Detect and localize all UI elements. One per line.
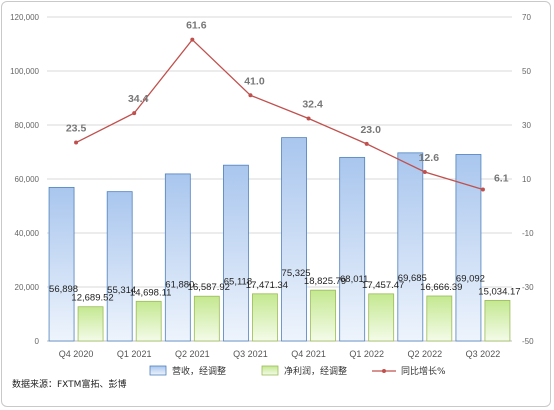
growth-point (364, 141, 369, 146)
revenue-bar (164, 173, 191, 342)
category-label: Q4 2021 (291, 349, 326, 359)
bar-series (48, 137, 511, 342)
legend-label-growth: 同比增长% (401, 365, 446, 377)
net-profit-bar (135, 300, 162, 342)
growth-point (306, 116, 311, 121)
revenue-data-label: 55,314 (107, 285, 136, 296)
growth-data-label: 23.5 (66, 123, 87, 135)
left-tick-label: 20,000 (15, 283, 40, 292)
revenue-data-label: 69,685 (398, 273, 427, 284)
category-label: Q3 2022 (466, 349, 501, 359)
category-label: Q4 2020 (59, 349, 94, 359)
growth-data-label: 6.1 (494, 173, 509, 185)
growth-point (480, 187, 485, 192)
right-tick-label: 10 (522, 175, 531, 184)
growth-line (75, 38, 484, 191)
net-profit-data-label: 17,457.47 (362, 280, 404, 291)
net-profit-data-label: 15,034.17 (478, 286, 520, 297)
net-profit-data-label: 18,825.79 (304, 276, 346, 287)
legend-swatch-net-profit (261, 365, 279, 376)
net-profit-bar (426, 295, 453, 342)
net-profit-data-label: 16,587.92 (188, 282, 230, 293)
net-profit-data-label: 14,698.11 (130, 287, 172, 298)
revenue-data-label: 65,118 (224, 277, 252, 288)
revenue-bar (223, 164, 249, 342)
right-tick-label: -10 (522, 229, 534, 238)
revenue-data-label: 68,011 (340, 274, 368, 285)
revenue-data-label: 61,880 (165, 280, 194, 291)
growth-data-label: 34.4 (128, 93, 149, 105)
growth-point (422, 169, 427, 174)
revenue-data-label: 75,325 (282, 268, 311, 279)
data-labels: 56,89812,689.5255,31414,698.1161,88016,5… (49, 268, 521, 304)
left-tick-label: 40,000 (15, 229, 40, 238)
revenue-bar (397, 152, 424, 342)
revenue-bar (339, 156, 366, 342)
growth-data-label: 23.0 (360, 124, 381, 136)
legend-label-net-profit: 净利润，经调整 (284, 365, 347, 377)
net-profit-data-label: 17,471.34 (246, 280, 288, 291)
growth-data-label: 61.6 (186, 20, 207, 32)
left-tick-label: 120,000 (10, 13, 39, 22)
legend-swatch-revenue (149, 365, 167, 376)
category-label: Q2 2022 (408, 349, 443, 359)
left-axis: 0 20,000 40,000 60,000 80,000 100,000 120,000 (10, 13, 39, 346)
revenue-data-label: 56,898 (49, 284, 78, 295)
right-axis: -50 -30 -10 10 30 50 70 (522, 13, 534, 346)
left-tick-label: 0 (35, 337, 40, 346)
right-tick-label: 50 (522, 67, 531, 76)
category-label: Q1 2022 (349, 349, 384, 359)
left-tick-label: 100,000 (10, 67, 39, 76)
net-profit-bar (484, 300, 511, 342)
category-axis: Q4 2020 Q1 2021 Q2 2021 Q3 2021 Q4 2021 Q1 20… (59, 349, 500, 359)
revenue-data-label: 69,092 (456, 273, 485, 284)
revenue-bar (48, 186, 75, 342)
net-profit-bar (252, 293, 278, 342)
legend-label-revenue: 营收，经调整 (172, 365, 226, 377)
growth-point (190, 37, 195, 42)
right-tick-label: -50 (522, 337, 534, 346)
left-tick-label: 80,000 (15, 121, 40, 130)
growth-data-label: 12.6 (419, 152, 440, 164)
left-tick-label: 60,000 (15, 175, 40, 184)
growth-data-label: 32.4 (302, 99, 323, 111)
net-profit-data-label: 12,689.52 (71, 293, 113, 304)
category-label: Q3 2021 (233, 349, 268, 359)
net-profit-bar (368, 293, 395, 342)
category-label: Q2 2021 (175, 349, 210, 359)
net-profit-data-label: 16,666.39 (420, 282, 462, 293)
revenue-bar (281, 137, 307, 342)
growth-point (74, 140, 79, 145)
right-tick-label: 30 (522, 121, 531, 130)
category-label: Q1 2021 (117, 349, 152, 359)
net-profit-bar (193, 295, 220, 342)
legend-marker-growth (382, 369, 386, 373)
right-tick-label: -30 (522, 283, 534, 292)
net-profit-bar (77, 306, 104, 342)
revenue-bar (106, 191, 133, 342)
growth-point (132, 111, 137, 116)
growth-point (248, 93, 253, 98)
growth-data-label: 41.0 (244, 75, 265, 87)
right-tick-label: 70 (522, 13, 531, 22)
source-note: 数据来源：FXTM富拓、彭博 (12, 378, 126, 390)
line-series: 23.5 34.4 61.6 41.0 32.4 23.0 12.6 6.1 (66, 20, 509, 192)
legend: 营收，经调整 净利润，经调整 同比增长% (149, 365, 446, 377)
net-profit-bar (310, 289, 336, 342)
